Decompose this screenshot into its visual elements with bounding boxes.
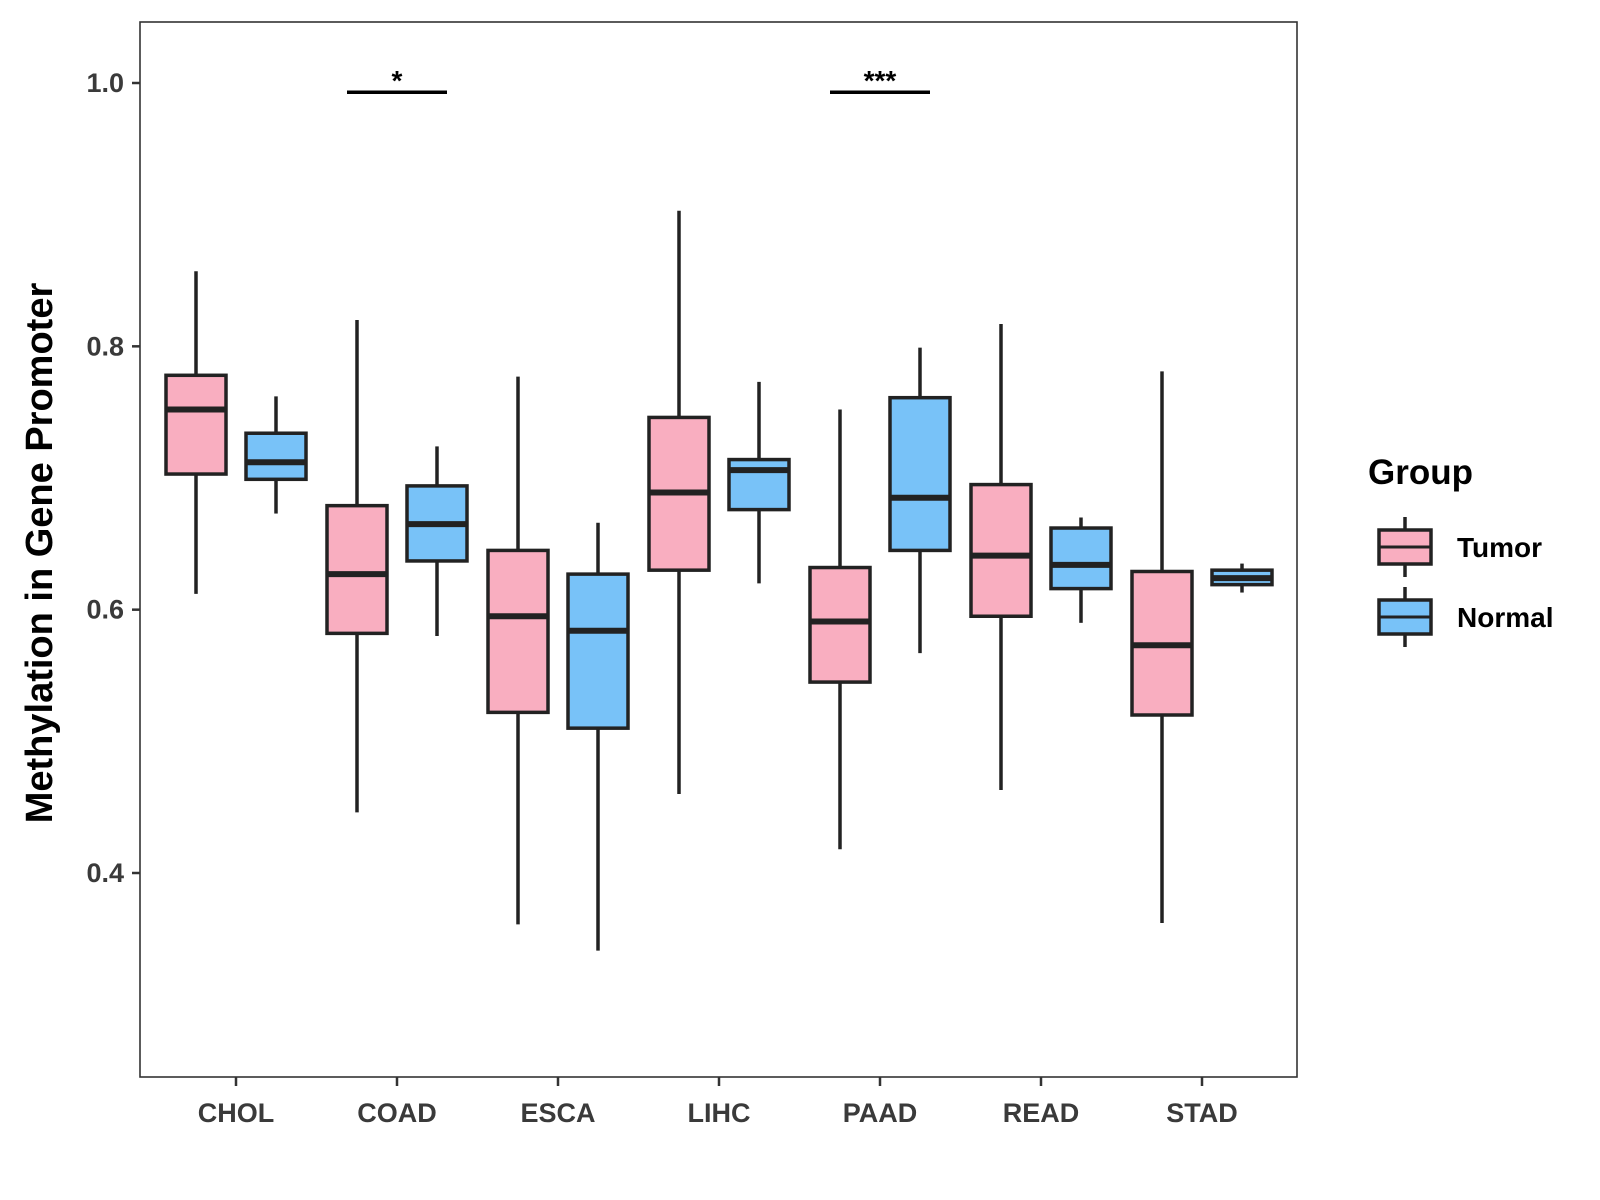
significance-label-paad: *** xyxy=(864,65,897,96)
x-tick-label: PAAD xyxy=(843,1098,918,1128)
legend-entry-tumor: Tumor xyxy=(1377,517,1542,577)
y-tick-label: 1.0 xyxy=(86,68,124,98)
box-groups xyxy=(164,210,1274,951)
y-tick-label: 0.4 xyxy=(86,858,124,888)
significance-label-coad: * xyxy=(392,65,403,96)
box-group-lihc xyxy=(647,210,791,794)
box-tumor xyxy=(808,565,872,684)
x-tick-label: LIHC xyxy=(688,1098,751,1128)
plot-panel xyxy=(139,21,1298,1078)
box-normal xyxy=(888,395,952,553)
box-normal xyxy=(727,457,791,512)
x-tick-label: READ xyxy=(1003,1098,1080,1128)
x-tick-label: ESCA xyxy=(520,1098,595,1128)
legend-label-tumor: Tumor xyxy=(1457,532,1542,563)
box-group-coad xyxy=(325,320,469,813)
x-tick-label: CHOL xyxy=(198,1098,275,1128)
x-tick-label: STAD xyxy=(1166,1098,1238,1128)
legend-title: Group xyxy=(1368,453,1473,492)
box-group-stad xyxy=(1130,371,1274,924)
y-tick-label: 0.8 xyxy=(86,331,124,361)
panel-border xyxy=(139,21,1298,1078)
y-axis: 0.4 0.6 0.8 1.0 xyxy=(86,68,140,888)
legend-entry-normal: Normal xyxy=(1377,587,1553,647)
box-tumor xyxy=(486,548,550,715)
box-group-read xyxy=(969,323,1113,791)
y-axis-title: Methylation in Gene Promoter xyxy=(19,283,61,824)
box-normal xyxy=(244,431,308,482)
legend: Group Tumor Normal xyxy=(1368,453,1553,647)
box-tumor xyxy=(325,503,389,636)
significance-annotations: * *** xyxy=(347,65,930,96)
box-tumor xyxy=(164,373,228,476)
y-tick-label: 0.6 xyxy=(86,595,124,625)
x-axis: CHOL COAD ESCA LIHC PAAD READ STAD xyxy=(198,1077,1238,1128)
box-group-esca xyxy=(486,376,630,951)
box-group-chol xyxy=(164,271,308,594)
box-normal xyxy=(1049,526,1113,591)
box-group-paad xyxy=(808,347,952,850)
x-tick-label: COAD xyxy=(357,1098,437,1128)
box-tumor xyxy=(969,482,1033,619)
legend-label-normal: Normal xyxy=(1457,602,1553,633)
box-normal xyxy=(566,572,630,730)
